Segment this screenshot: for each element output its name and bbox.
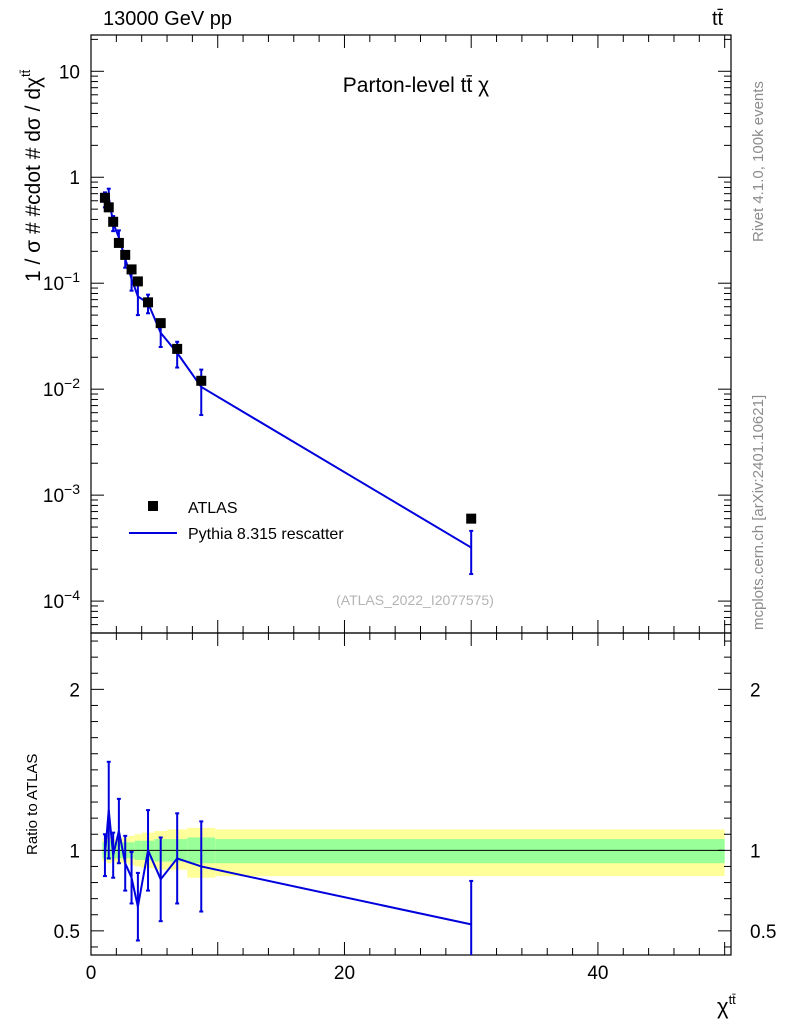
main-ytick-label: 10−3 (43, 481, 80, 507)
mcplots-label: mcplots.cern.ch [arXiv:2401.10621] (750, 394, 767, 630)
chart-labels: 1 / σ # #cdot # dσ / dχtt̄Ratio to ATLAS… (18, 69, 736, 1019)
main-ytick-label-base: 10 (59, 62, 80, 83)
main-ytick-label: 10−2 (43, 375, 80, 401)
main-ytick-label-exp: −3 (64, 481, 80, 497)
atlas-data-point (126, 264, 137, 275)
atlas-data-point (108, 216, 119, 227)
legend-pythia-label: Pythia 8.315 rescatter (188, 526, 344, 543)
atlas-data-point (466, 513, 477, 524)
main-ytick-label: 10 (59, 62, 80, 83)
ratio-xtick-label: 20 (334, 963, 355, 984)
atlas-data-point (99, 192, 110, 203)
ratio-ytick-label-right: 1 (750, 841, 761, 862)
main-ytick-label: 10−4 (43, 587, 80, 613)
atlas-data-point (143, 297, 154, 308)
ratio-frame (90, 632, 732, 956)
x-axis-label: χtt̄ (717, 992, 736, 1019)
main-ytick-label: 10−1 (43, 269, 80, 295)
ratio-xtick-label: 40 (587, 963, 608, 984)
atlas-data-point (132, 276, 143, 287)
ratio-ytick-label-left: 1 (69, 841, 80, 862)
atlas-data-point (103, 202, 114, 213)
main-y-axis-label: 1 / σ # #cdot # dσ / dχtt̄ (18, 69, 45, 282)
main-plot-title: Parton-level tt̄ χ (343, 74, 489, 97)
ratio-ytick-label-right: 2 (750, 680, 761, 701)
x-axis-label-text: χ (717, 994, 729, 1019)
header-energy: 13000 GeV pp (103, 8, 232, 30)
ratio-ytick-label-right: 0.5 (750, 922, 776, 943)
rivet-version-label: Rivet 4.1.0, 100k events (750, 81, 767, 242)
main-ytick-label: 1 (69, 168, 80, 189)
legend-atlas-marker (148, 501, 158, 511)
main-y-axis-label-text: 1 / σ # #cdot # dσ / dχ (22, 77, 45, 282)
ratio-y-axis-label: Ratio to ATLAS (24, 754, 41, 855)
main-ytick-label-base: 1 (69, 168, 80, 189)
main-ytick-label-base: 10 (43, 380, 64, 401)
ratio-ytick-label-left: 0.5 (54, 922, 80, 943)
analysis-watermark: (ATLAS_2022_I2077575) (336, 592, 494, 608)
header-process: tt̄ (712, 8, 724, 30)
main-frame (90, 34, 732, 634)
main-ytick-label-base: 10 (43, 486, 64, 507)
main-ytick-label-base: 10 (43, 274, 64, 295)
ratio-ytick-label-left: 2 (69, 680, 80, 701)
ratio-xtick-label: 0 (86, 963, 97, 984)
ratio-panel: 0 20 40 0.5 0.5 1 1 2 2 (54, 632, 776, 984)
main-ytick-label-exp: −1 (64, 269, 80, 285)
pythia-series-line (104, 195, 472, 549)
x-axis-label-sup: tt̄ (729, 992, 737, 1007)
main-y-axis-label-sup: tt̄ (18, 69, 33, 77)
uncertainty-band-inner-11 (215, 839, 725, 864)
atlas-data-point (120, 249, 131, 260)
atlas-data-point (172, 343, 183, 354)
atlas-data-point (113, 237, 124, 248)
main-ytick-label-base: 10 (43, 592, 64, 613)
main-ytick-label-exp: −2 (64, 375, 80, 391)
legend-atlas-label: ATLAS (188, 500, 238, 517)
main-ytick-label-exp: −4 (64, 587, 80, 603)
atlas-data-point (155, 318, 166, 329)
atlas-data-point (196, 375, 207, 386)
